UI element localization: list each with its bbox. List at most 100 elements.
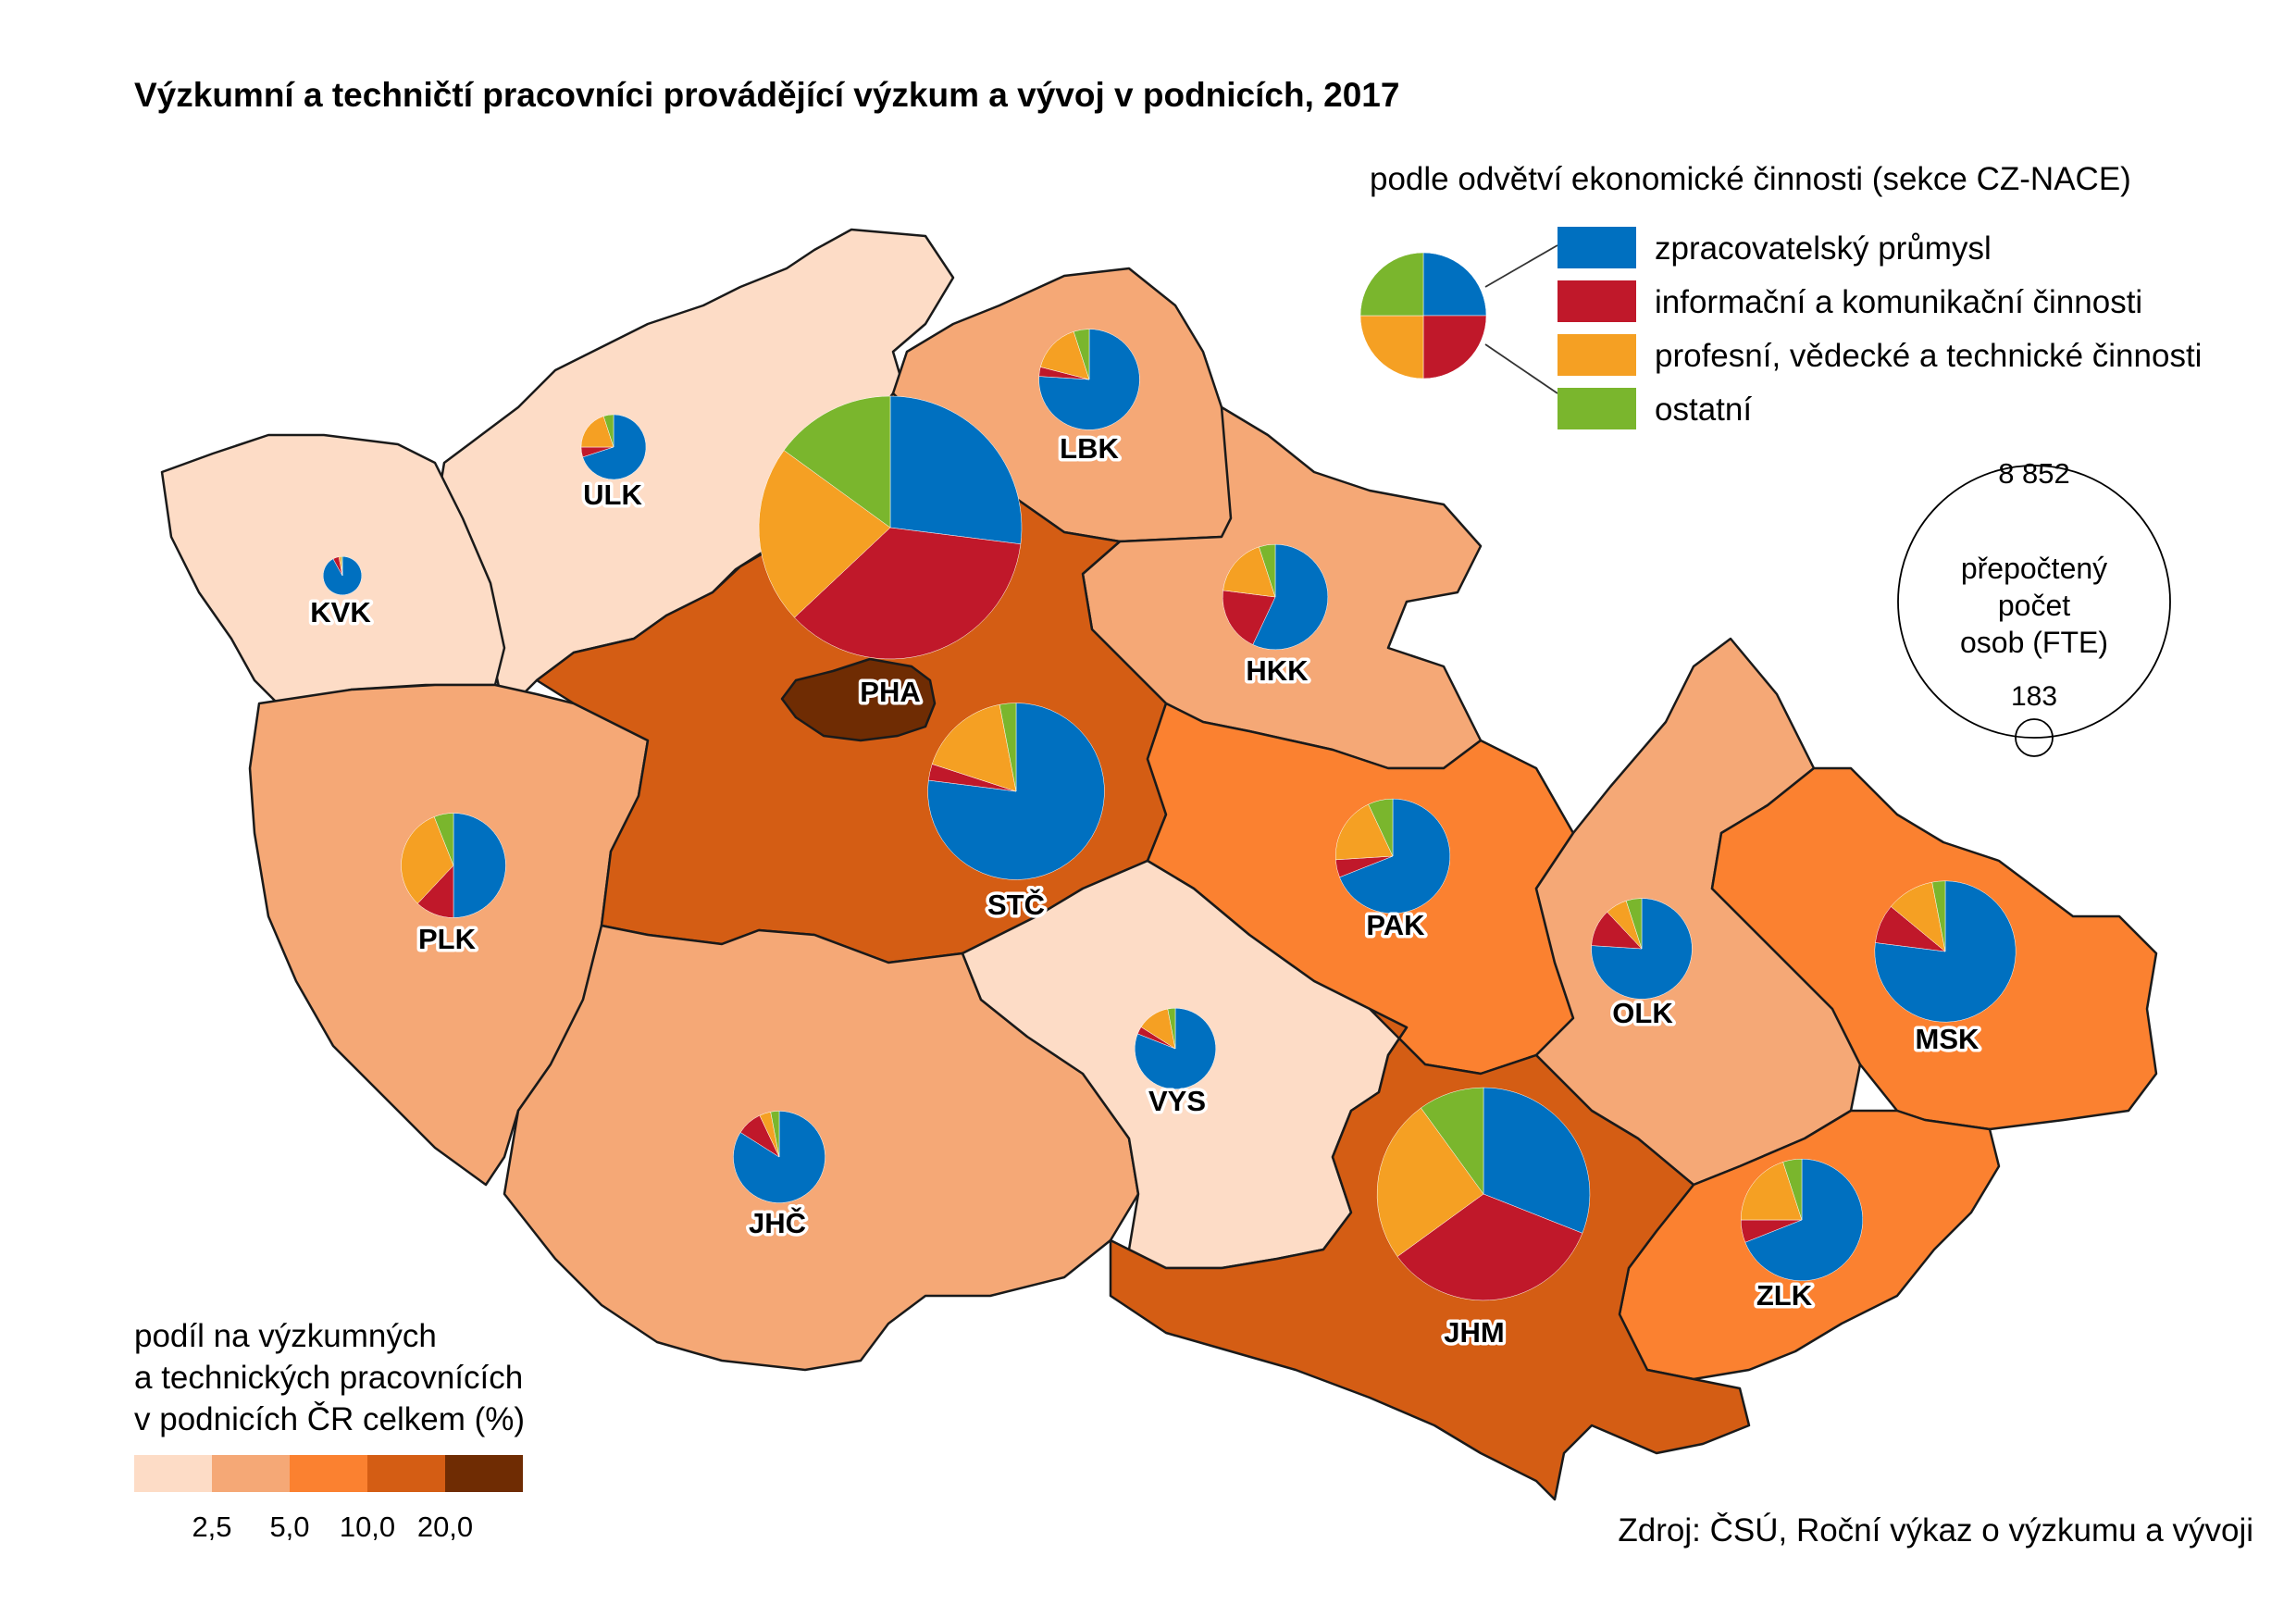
pie-hkk-slice-4: [1259, 543, 1276, 598]
choropleth-swatch-4: [367, 1455, 445, 1492]
source-note: Zdroj: ČSÚ, Roční výkaz o výzkumu a vývo…: [1618, 1512, 2253, 1549]
size-legend-min-value: 183: [2011, 681, 2057, 712]
pie-lbk-slice-4: [1073, 329, 1090, 380]
legend-label-1: zpracovatelský průmysl: [1655, 230, 1992, 267]
pie-hkk-slice-3: [1222, 546, 1276, 598]
pie-zlk-slice-1: [1744, 1158, 1863, 1282]
pie-jhč: [733, 1111, 825, 1203]
legend-connector-top: [1484, 244, 1558, 288]
pie-jhč-slice-4: [770, 1111, 780, 1158]
pie-msk: [1874, 880, 2017, 1023]
pie-zlk-slice-3: [1740, 1162, 1803, 1221]
region-label-olk: OLK: [1612, 997, 1673, 1029]
pie-jhm: [1376, 1087, 1591, 1301]
choropleth-legend: podíl na výzkumných a technických pracov…: [134, 1318, 525, 1543]
region-label-zlk: ZLK: [1756, 1279, 1813, 1312]
pie-hkk-slice-1: [1252, 543, 1329, 651]
legend-pie-slice-2: [1422, 315, 1487, 379]
size-legend-min-circle: [2015, 718, 2054, 757]
choropleth-break-4: 20,0: [417, 1511, 473, 1543]
size-legend-max-value: 8 852: [1998, 457, 2070, 490]
legend-connector-bottom: [1484, 343, 1558, 394]
legend-pie-icon: [1359, 252, 1487, 379]
size-legend-line1: přepočtený: [1961, 552, 2107, 585]
region-label-lbk: LBK: [1060, 432, 1119, 465]
pie-zlk-slice-4: [1782, 1158, 1803, 1221]
size-legend-line2: počet: [1998, 589, 2070, 622]
legend-swatch-1: [1558, 227, 1636, 268]
pie-zlk: [1740, 1158, 1863, 1282]
choropleth-break-1: 2,5: [192, 1511, 231, 1543]
legend-swatch-4: [1558, 388, 1636, 429]
pie-lbk: [1038, 329, 1140, 430]
region-label-msk: MSK: [1916, 1023, 1980, 1055]
pie-pha-slice-3: [758, 450, 891, 618]
pie-stč: [927, 703, 1105, 880]
pie-pak: [1334, 798, 1451, 914]
region-label-pak: PAK: [1366, 909, 1425, 941]
pie-lbk-slice-3: [1039, 330, 1090, 380]
pie-hkk-slice-2: [1222, 590, 1276, 645]
pie-pha-slice-1: [889, 395, 1023, 545]
pie-kvk: [322, 555, 363, 596]
region-label-kvk: KVK: [310, 596, 371, 628]
pie-olk-slice-4: [1625, 898, 1643, 950]
legend-swatch-3: [1558, 334, 1636, 376]
region-label-hkk: HKK: [1246, 654, 1309, 687]
legend-label-2: informační a komunikační činnosti: [1655, 284, 2142, 320]
pie-pak-slice-1: [1339, 798, 1451, 914]
pie-jhm-slice-2: [1396, 1193, 1583, 1301]
pies-layer: [322, 329, 2017, 1301]
pie-stč-slice-4: [999, 703, 1017, 792]
pie-plk-slice-1: [453, 813, 506, 918]
pie-legend: podle odvětví ekonomické činnosti (sekce…: [1359, 161, 2202, 429]
pie-msk-slice-1: [1874, 880, 2017, 1023]
choropleth-swatches: [134, 1455, 523, 1492]
pie-legend-title: podle odvětví ekonomické činnosti (sekce…: [1370, 161, 2131, 197]
pie-olk: [1591, 898, 1693, 1000]
pie-plk-slice-3: [401, 816, 454, 904]
pie-ulk-slice-4: [602, 414, 614, 448]
pie-jhm-slice-4: [1421, 1087, 1484, 1195]
pie-plk-slice-4: [433, 813, 454, 866]
region-label-stč: STČ: [987, 888, 1045, 921]
pie-jhm-slice-1: [1483, 1087, 1591, 1234]
region-pha: [780, 657, 937, 742]
region-label-pha: PHA: [860, 676, 920, 708]
region-label-ulk: ULK: [583, 479, 642, 511]
choropleth-swatch-3: [290, 1455, 367, 1492]
pie-pak-slice-3: [1334, 803, 1394, 861]
pie-pak-slice-4: [1368, 798, 1394, 857]
choropleth-legend-line3: v podnicích ČR celkem (%): [134, 1401, 525, 1437]
region-label-vys: VYS: [1148, 1085, 1206, 1117]
choropleth-swatch-5: [445, 1455, 523, 1492]
choropleth-legend-line2: a technických pracovnících: [134, 1360, 523, 1396]
region-label-plk: PLK: [418, 923, 477, 955]
pie-vys: [1135, 1008, 1216, 1089]
legend-swatch-2: [1558, 280, 1636, 322]
pie-pha-slice-2: [794, 527, 1022, 660]
choropleth-swatch-2: [212, 1455, 290, 1492]
pie-legend-items: zpracovatelský průmysl informační a komun…: [1558, 227, 2202, 429]
choropleth-break-2: 5,0: [269, 1511, 309, 1543]
size-legend-max-circle: [1897, 465, 2171, 739]
map-title: Výzkumní a techničtí pracovníci prováděj…: [134, 76, 1399, 114]
pie-ulk: [580, 414, 647, 480]
choropleth-break-3: 10,0: [340, 1511, 395, 1543]
pie-kvk-slice-4: [341, 555, 343, 577]
pie-msk-slice-4: [1931, 880, 1946, 952]
region-label-jhm: JHM: [1444, 1316, 1504, 1349]
choropleth-legend-line1: podíl na výzkumných: [134, 1318, 437, 1354]
choropleth-breaks: 2,5 5,0 10,0 20,0: [192, 1511, 473, 1543]
pie-pha: [758, 395, 1023, 660]
pie-stč-slice-3: [931, 703, 1017, 792]
legend-label-4: ostatní: [1655, 392, 1752, 428]
pie-plk: [401, 813, 506, 918]
pie-vys-slice-4: [1167, 1008, 1176, 1050]
region-labels-layer: PHA STČ JHM PLK JHČ LBK HKK OLK ULK KVK VYS PAK MSK Z…: [307, 429, 1983, 1352]
size-legend-line3: osob (FTE): [1960, 626, 2108, 659]
size-legend: 8 852 přepočtený počet osob (FTE) 183: [1897, 457, 2171, 757]
legend-pie-slice-1: [1422, 252, 1487, 317]
legend-label-3: profesní, vědecké a technické činnosti: [1655, 338, 2202, 374]
pie-pha-slice-4: [783, 395, 891, 529]
